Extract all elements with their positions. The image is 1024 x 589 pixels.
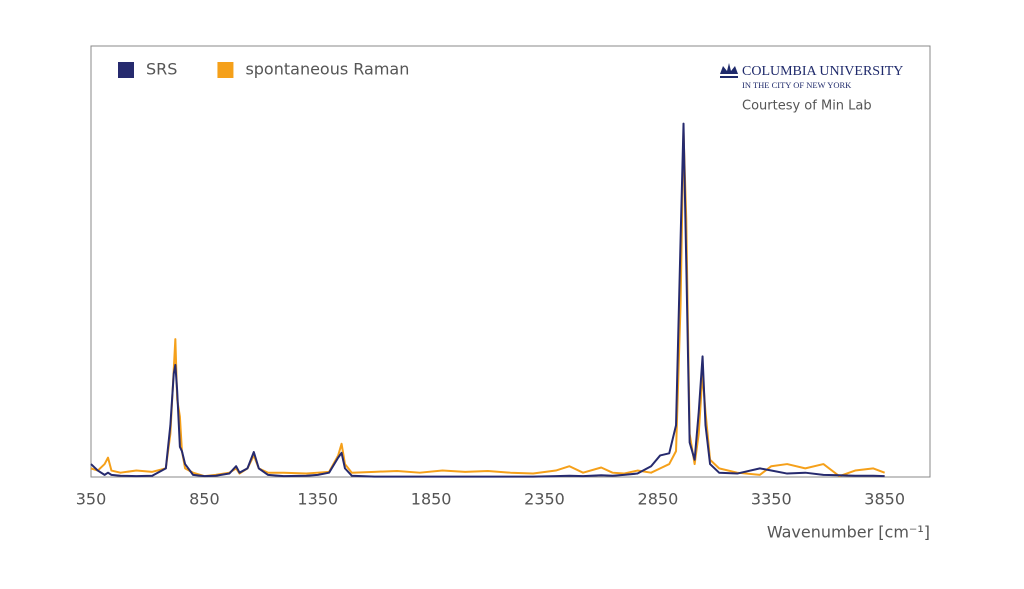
x-axis-label: Wavenumber [cm⁻¹]	[767, 523, 930, 542]
logo: COLUMBIA UNIVERSITY IN THE CITY OF NEW Y…	[720, 63, 903, 114]
x-tick-label: 1350	[297, 490, 338, 509]
crown-icon	[720, 63, 738, 78]
x-tick-label: 3350	[751, 490, 792, 509]
legend-label: SRS	[146, 60, 177, 79]
x-tick-label: 3850	[864, 490, 905, 509]
logo-subtitle: IN THE CITY OF NEW YORK	[742, 80, 852, 90]
x-tick-label: 2350	[524, 490, 565, 509]
x-tick-label: 1850	[411, 490, 452, 509]
legend-swatch	[118, 62, 134, 78]
legend-swatch	[217, 62, 234, 78]
credit: Courtesy of Min Lab	[742, 99, 872, 114]
x-tick-label: 850	[189, 490, 220, 509]
series-line	[90, 122, 885, 478]
x-tick-label: 350	[76, 490, 107, 509]
x-tick-label: 2850	[638, 490, 679, 509]
legend-label: spontaneous Raman	[245, 60, 409, 79]
logo-title: COLUMBIA UNIVERSITY	[742, 64, 903, 79]
series-line	[90, 131, 886, 478]
